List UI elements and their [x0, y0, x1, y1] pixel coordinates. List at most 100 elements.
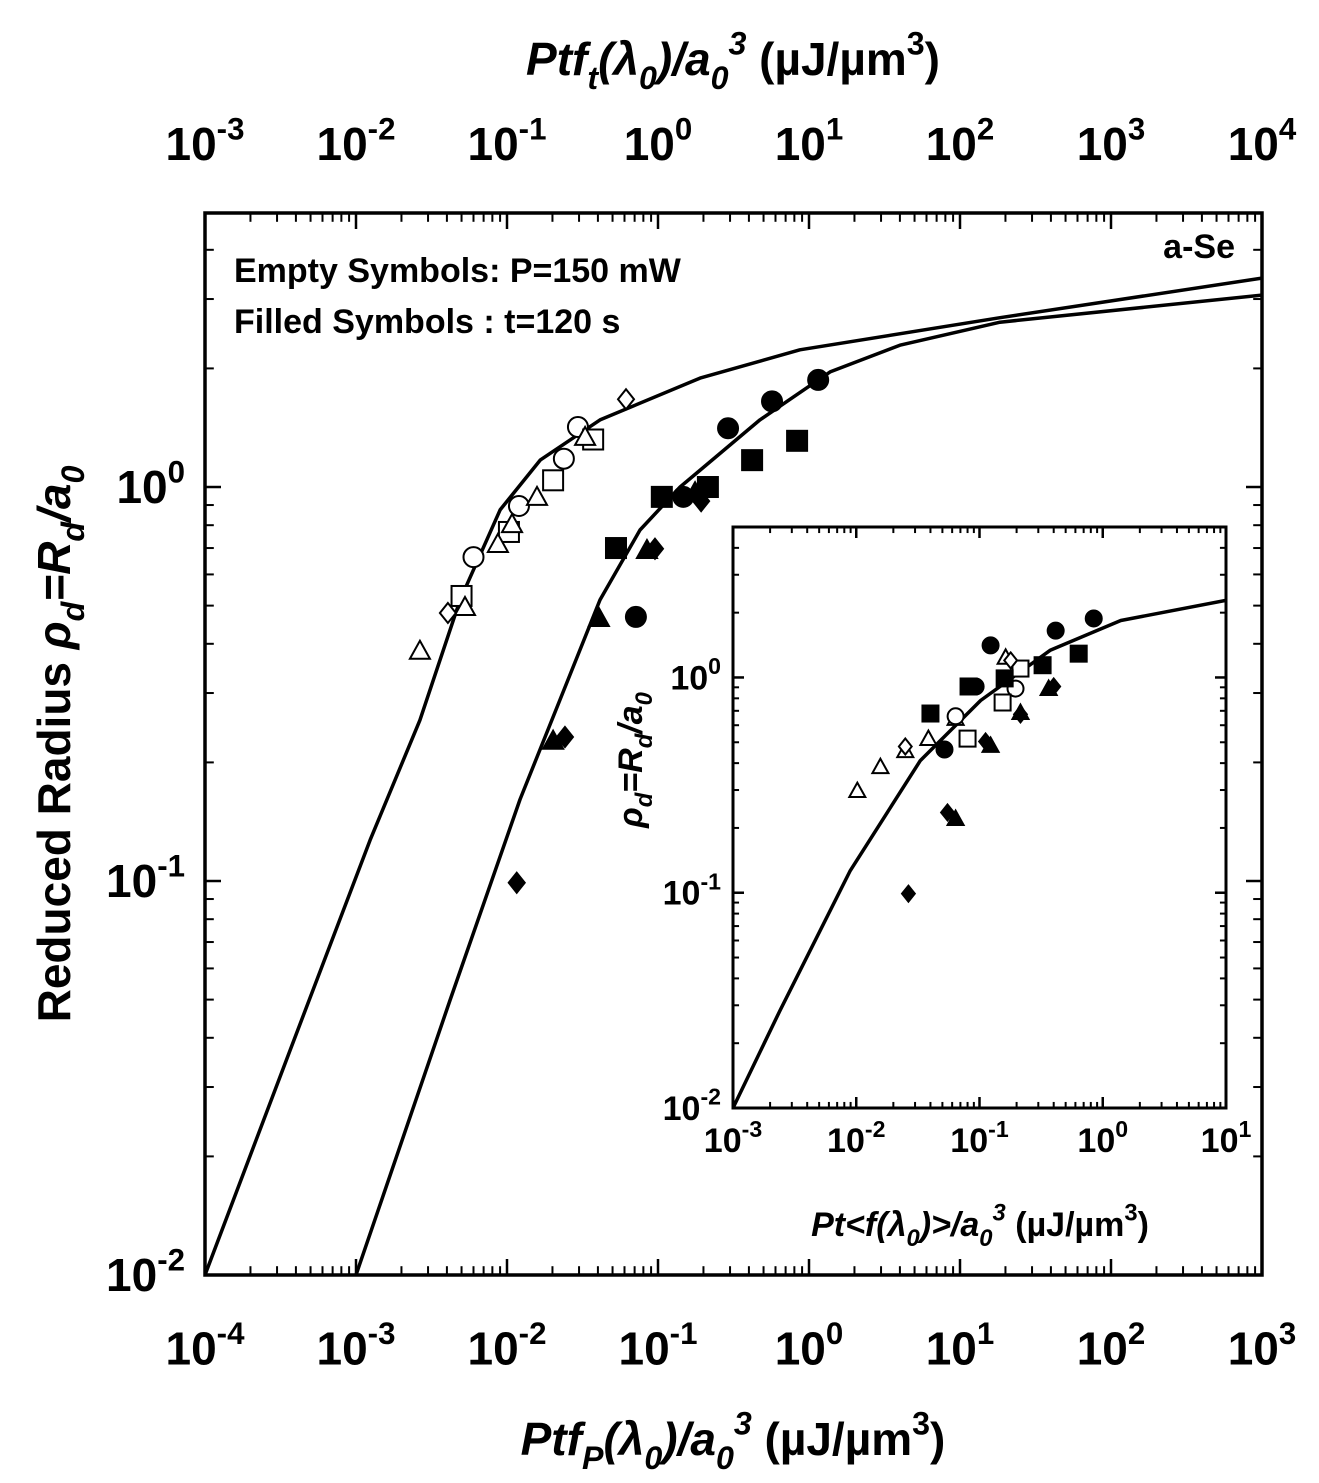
- marker: [921, 704, 940, 723]
- label-part: )/a: [652, 33, 711, 85]
- tick-exponent: 3: [1128, 111, 1145, 146]
- label-part: ): [925, 33, 940, 85]
- tick-base: 10: [166, 1323, 217, 1375]
- tick-base: 10: [619, 1323, 670, 1375]
- marker: [847, 780, 868, 799]
- marker: [1012, 704, 1029, 724]
- tick-base: 10: [670, 659, 708, 697]
- tick-exponent: -2: [368, 111, 396, 146]
- marker: [981, 636, 1000, 655]
- tick-base: 10: [775, 118, 826, 170]
- tick-base: 10: [926, 1323, 977, 1375]
- x-tick-label: 101: [926, 1316, 995, 1375]
- curve: [205, 276, 1262, 1275]
- label-part: ): [930, 1413, 945, 1465]
- marker: [453, 594, 477, 616]
- x2-tick-label: 102: [926, 111, 995, 170]
- tick-base: 10: [116, 461, 167, 513]
- annotation: Empty Symbols: P=150 mW: [234, 252, 682, 290]
- x2-tick-label: 103: [1077, 111, 1146, 170]
- label-part: (µJ/µm: [746, 33, 906, 85]
- marker: [900, 884, 917, 904]
- label-part: (µJ/µm: [1006, 1206, 1125, 1244]
- tick-base: 10: [106, 855, 157, 907]
- tick-base: 10: [1077, 118, 1128, 170]
- data-layer: [733, 598, 1226, 1108]
- tick-exponent: 1: [1238, 1116, 1251, 1142]
- label-part: 0: [716, 1440, 734, 1476]
- marker: [959, 677, 978, 696]
- marker: [1084, 609, 1103, 628]
- label-part: Ptf: [526, 33, 592, 85]
- tick-exponent: 2: [1128, 1316, 1145, 1351]
- marker: [939, 802, 956, 823]
- x-tick-label: 10-4: [166, 1316, 246, 1375]
- label-part: 0: [711, 60, 729, 96]
- marker: [993, 693, 1012, 712]
- y-tick-label: 10-1: [663, 868, 722, 912]
- x-tick-label: 101: [1201, 1116, 1252, 1160]
- label-part: 0: [907, 1225, 920, 1252]
- tick-exponent: 3: [1279, 1316, 1296, 1351]
- tick-base: 10: [926, 118, 977, 170]
- tick-exponent: 4: [1279, 111, 1297, 146]
- marker: [786, 429, 809, 452]
- marker: [408, 638, 432, 660]
- x2-tick-label: 104: [1228, 111, 1297, 170]
- marker: [761, 390, 784, 413]
- tick-base: 10: [624, 118, 675, 170]
- label-part: Ptf: [521, 1413, 587, 1465]
- label-part: 3: [912, 1405, 930, 1441]
- marker: [935, 740, 954, 759]
- marker: [717, 417, 740, 440]
- tick-base: 10: [317, 118, 368, 170]
- label-part: 0: [644, 1440, 662, 1476]
- tick-base: 10: [468, 118, 519, 170]
- label-part: 3: [1124, 1200, 1137, 1227]
- label-part: 3: [728, 25, 746, 61]
- marker: [486, 531, 510, 553]
- label-part: /a: [28, 484, 80, 524]
- tick-base: 10: [166, 118, 217, 170]
- label-part: =R: [28, 542, 80, 602]
- tick-exponent: 0: [826, 1316, 843, 1351]
- marker: [958, 729, 977, 748]
- label-part: /a: [612, 705, 650, 735]
- y-tick-label: 100: [116, 454, 185, 513]
- tick-base: 10: [775, 1323, 826, 1375]
- marker: [995, 669, 1014, 688]
- label-part: P: [582, 1440, 604, 1476]
- x-tick-label: 102: [1077, 1316, 1146, 1375]
- tick-exponent: -2: [157, 1242, 185, 1277]
- marker: [1033, 656, 1052, 675]
- x2-tick-label: 100: [624, 111, 693, 170]
- annotation: Filled Symbols : t=120 s: [234, 303, 620, 341]
- y-tick-label: 10-2: [106, 1242, 185, 1301]
- label-part: 0: [631, 692, 658, 705]
- marker: [507, 494, 530, 517]
- curve: [354, 293, 1262, 1275]
- marker: [1046, 676, 1062, 697]
- label-part: 3: [734, 1405, 752, 1441]
- marker: [945, 808, 966, 826]
- marker: [1046, 621, 1065, 640]
- tick-exponent: 1: [977, 1316, 994, 1351]
- label-part: ): [1138, 1206, 1149, 1244]
- x2-tick-label: 10-3: [166, 111, 245, 170]
- x-tick-label: 100: [1077, 1116, 1128, 1160]
- marker: [555, 725, 575, 749]
- label-part: d: [631, 733, 658, 748]
- label-part: Reduced Radius: [28, 649, 80, 1022]
- label-part: )/a: [657, 1413, 716, 1465]
- x-tick-label: 103: [1228, 1316, 1297, 1375]
- marker: [918, 728, 939, 747]
- y-axis-title: ρd=Rd/a0: [612, 692, 658, 829]
- y-axis-title: Reduced Radius ρd=Rd/a0: [28, 466, 91, 1023]
- x2-axis-title: Ptft(λ0)/a03 (µJ/µm3): [526, 25, 940, 96]
- label-part: 0: [639, 60, 657, 96]
- x-tick-label: 10-1: [950, 1116, 1009, 1160]
- tick-exponent: -1: [988, 1116, 1009, 1142]
- label-part: ρ: [28, 621, 80, 651]
- marker: [587, 605, 611, 628]
- tick-exponent: -4: [217, 1316, 245, 1351]
